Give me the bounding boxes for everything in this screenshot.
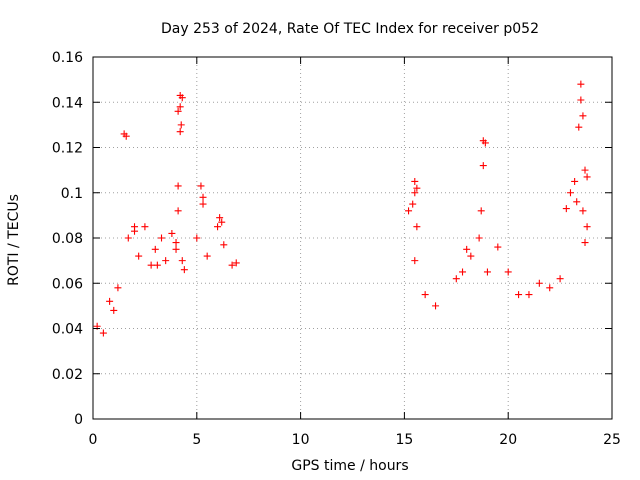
data-point — [463, 245, 471, 253]
y-tick-label: 0 — [74, 412, 83, 428]
data-point — [158, 234, 166, 242]
data-point — [174, 207, 182, 215]
data-point — [135, 252, 143, 260]
data-point — [575, 123, 583, 131]
data-point — [411, 189, 419, 197]
data-point — [124, 234, 132, 242]
x-tick-label: 0 — [89, 432, 98, 448]
data-point — [577, 96, 585, 104]
data-point — [479, 162, 487, 170]
data-point — [467, 252, 475, 260]
data-point — [153, 261, 161, 269]
y-tick-label: 0.16 — [52, 50, 83, 66]
data-point — [199, 200, 207, 208]
data-point — [203, 252, 211, 260]
data-point — [220, 241, 228, 249]
data-point — [151, 245, 159, 253]
data-point — [180, 266, 188, 274]
data-point — [106, 297, 114, 305]
data-point — [579, 207, 587, 215]
data-point — [228, 261, 236, 269]
data-point — [176, 128, 184, 136]
data-point — [147, 261, 155, 269]
data-point — [535, 279, 543, 287]
data-point — [197, 182, 205, 190]
data-point — [579, 112, 587, 120]
data-point — [571, 177, 579, 185]
x-tick-label: 20 — [499, 432, 517, 448]
data-point — [174, 182, 182, 190]
data-point — [411, 177, 419, 185]
data-point — [232, 259, 240, 267]
data-point — [176, 103, 184, 111]
x-axis-label: GPS time / hours — [291, 458, 408, 474]
data-point — [178, 94, 186, 102]
data-point — [214, 223, 222, 231]
data-point — [515, 291, 523, 299]
data-point — [556, 275, 564, 283]
data-point — [174, 107, 182, 115]
data-point — [413, 184, 421, 192]
data-point — [481, 139, 489, 147]
data-point — [193, 234, 201, 242]
data-point — [566, 189, 574, 197]
axis-ticks: 0 5 10 15 20 25 0 0.02 0.04 0.06 0.08 0.1 0.12 0.14 0.… — [52, 50, 621, 448]
y-tick-label: 0.04 — [52, 322, 83, 338]
data-point — [577, 80, 585, 88]
data-point — [477, 207, 485, 215]
data-point — [581, 166, 589, 174]
y-tick-label: 0.08 — [52, 231, 83, 247]
data-point — [162, 257, 170, 265]
x-tick-label: 15 — [395, 432, 413, 448]
data-point — [483, 268, 491, 276]
data-point — [114, 284, 122, 292]
data-point — [218, 218, 226, 226]
data-point — [405, 207, 413, 215]
y-tick-label: 0.02 — [52, 367, 83, 383]
data-point — [432, 302, 440, 310]
data-point — [573, 198, 581, 206]
data-point — [110, 306, 118, 314]
data-point — [141, 223, 149, 231]
data-points — [93, 80, 591, 337]
data-point — [177, 121, 185, 129]
y-tick-label: 0.14 — [52, 95, 83, 111]
data-point — [122, 132, 130, 140]
data-point — [172, 245, 180, 253]
data-point — [525, 291, 533, 299]
data-point — [504, 268, 512, 276]
data-point — [131, 227, 139, 235]
grid-lines — [93, 57, 612, 419]
x-tick-label: 10 — [292, 432, 310, 448]
data-point — [413, 223, 421, 231]
y-tick-label: 0.12 — [52, 141, 83, 157]
data-point — [411, 257, 419, 265]
x-tick-label: 5 — [192, 432, 201, 448]
data-point — [178, 257, 186, 265]
data-point — [583, 173, 591, 181]
data-point — [452, 275, 460, 283]
y-tick-label: 0.1 — [61, 186, 83, 202]
data-point — [583, 223, 591, 231]
x-tick-label: 25 — [603, 432, 621, 448]
data-point — [421, 291, 429, 299]
data-point — [459, 268, 467, 276]
data-point — [216, 214, 224, 222]
y-tick-label: 0.06 — [52, 276, 83, 292]
chart-title: Day 253 of 2024, Rate Of TEC Index for r… — [161, 21, 539, 37]
data-point — [475, 234, 483, 242]
data-point — [172, 239, 180, 247]
data-point — [494, 243, 502, 251]
y-axis-label: ROTI / TECUs — [6, 194, 22, 286]
data-point — [99, 329, 107, 337]
data-point — [168, 229, 176, 237]
data-point — [546, 284, 554, 292]
data-point — [562, 205, 570, 213]
data-point — [199, 193, 207, 201]
data-point — [409, 200, 417, 208]
data-point — [581, 239, 589, 247]
